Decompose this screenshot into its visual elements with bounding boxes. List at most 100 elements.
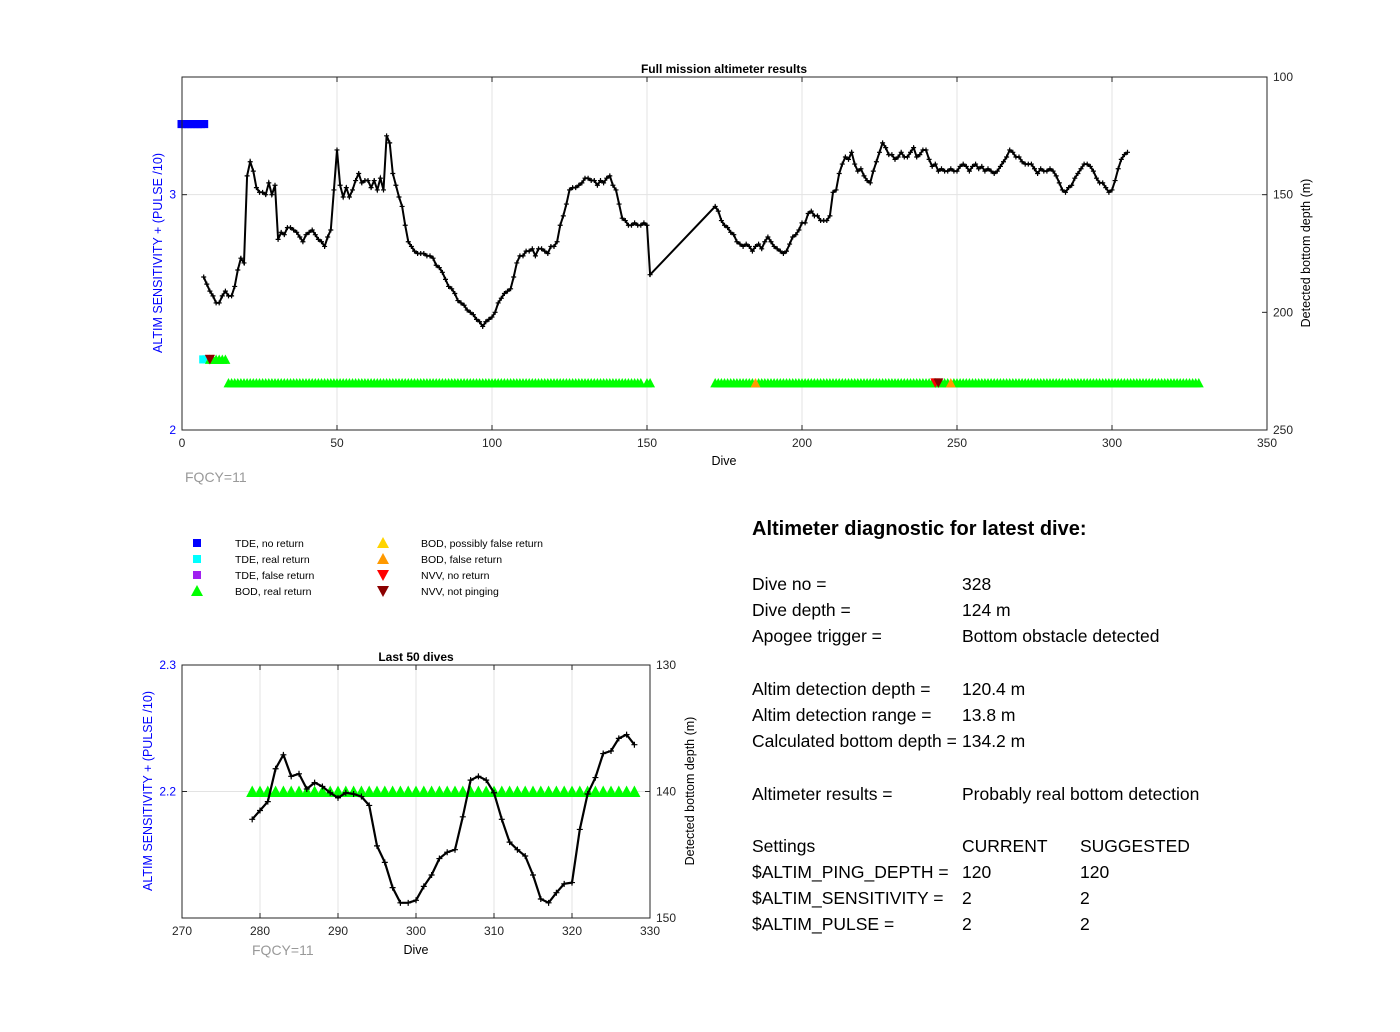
depth-point: [1078, 166, 1084, 172]
depth-point: [483, 777, 490, 784]
depth-point: [436, 855, 443, 862]
depth-point: [244, 173, 250, 179]
marker-triangle-up: [285, 785, 298, 797]
marker-triangle-up: [472, 785, 485, 797]
depth-point: [474, 316, 479, 322]
marker-triangle-up: [645, 377, 656, 388]
depth-point: [1115, 166, 1121, 172]
marker-triangle-up: [402, 785, 415, 797]
depth-point: [542, 248, 548, 254]
depth-point: [241, 260, 247, 266]
depth-point: [1094, 175, 1099, 181]
dive-depth-label: Dive depth =: [752, 600, 851, 621]
depth-point: [1100, 180, 1106, 186]
x-tick-label: 280: [250, 924, 270, 938]
depth-point: [1001, 159, 1006, 165]
depth-point: [600, 750, 607, 757]
x-tick-label: 270: [172, 924, 192, 938]
calc-depth-value: 134.2 m: [962, 731, 1026, 752]
depth-point: [632, 220, 638, 226]
depth-point: [997, 163, 1003, 169]
depth-point: [405, 899, 412, 906]
depth-point: [201, 274, 207, 280]
depth-point: [1059, 187, 1065, 193]
setting-name: $ALTIM_SENSITIVITY =: [752, 888, 944, 909]
depth-point: [529, 246, 535, 252]
depth-point: [923, 147, 929, 153]
depth-point: [836, 170, 842, 176]
depth-point: [393, 182, 399, 188]
depth-point: [508, 286, 514, 292]
main-chart-ylabel-right: Detected bottom depth (m): [1299, 179, 1313, 328]
depth-point: [1090, 168, 1096, 174]
depth-point: [641, 220, 647, 226]
depth-point: [452, 846, 458, 853]
depth-point: [530, 871, 536, 878]
marker-triangle-up: [511, 785, 524, 797]
altim-range-row: Altim detection range = 13.8 m: [752, 702, 1352, 728]
setting-suggested: 120: [1080, 862, 1110, 883]
depth-point: [808, 208, 814, 214]
depth-point: [728, 229, 734, 235]
depth-point: [796, 227, 802, 233]
depth-point: [297, 234, 303, 240]
depth-point: [579, 180, 585, 186]
legend-label-nvv-no-return: NVV, no return: [421, 570, 490, 582]
depth-point: [232, 283, 238, 289]
depth-point: [219, 293, 225, 299]
marker-triangle-up: [1193, 377, 1204, 388]
depth-point: [601, 180, 607, 186]
depth-point: [506, 839, 513, 846]
depth-point: [749, 248, 755, 254]
settings-label: Settings: [752, 835, 816, 856]
depth-point: [260, 189, 266, 195]
depth-point: [585, 175, 591, 181]
marker-triangle-up: [441, 785, 454, 797]
legend: TDE, no return TDE, real return TDE, fal…: [191, 537, 543, 598]
depth-point: [210, 293, 216, 299]
depth-point: [272, 765, 279, 772]
apogee-label: Apogee trigger =: [752, 626, 882, 647]
depth-point: [343, 185, 349, 191]
depth-point: [619, 215, 625, 221]
depth-point: [229, 293, 235, 299]
depth-point: [325, 234, 331, 240]
setting-current: 2: [962, 914, 972, 935]
depth-point: [561, 880, 568, 887]
depth-point: [889, 152, 895, 158]
depth-point: [288, 773, 295, 780]
depth-point: [805, 210, 811, 216]
depth-point: [594, 182, 600, 188]
legend-label-bod-false: BOD, false return: [421, 554, 502, 566]
depth-point: [756, 241, 762, 247]
depth-point: [932, 161, 938, 167]
depth-point: [514, 846, 521, 853]
marker-triangle-up: [480, 785, 493, 797]
depth-point: [222, 288, 228, 294]
depth-point: [486, 316, 492, 322]
depth-point: [312, 232, 318, 238]
marker-triangle-up: [277, 785, 290, 797]
depth-point: [459, 813, 466, 820]
depth-point: [870, 168, 876, 174]
setting-current: 120: [962, 862, 992, 883]
depth-point: [464, 307, 470, 313]
marker-triangle-up: [386, 785, 399, 797]
marker-triangle-up: [292, 785, 306, 797]
depth-point: [994, 168, 1000, 174]
depth-point: [985, 166, 991, 172]
legend-label-tde-real-return: TDE, real return: [235, 554, 310, 566]
depth-point: [396, 194, 402, 200]
depth-point: [631, 741, 638, 748]
depth-point: [623, 731, 630, 738]
depth-point: [269, 192, 275, 198]
y-right-tick-label: 100: [1273, 70, 1293, 84]
altim-range-value: 13.8 m: [962, 704, 1016, 725]
depth-point: [257, 807, 263, 814]
suggested-label: SUGGESTED: [1080, 835, 1190, 856]
calc-depth-label: Calculated bottom depth =: [752, 731, 957, 752]
depth-point: [1072, 175, 1078, 181]
depth-point: [746, 243, 752, 249]
depth-point: [264, 798, 271, 805]
depth-point: [1069, 182, 1075, 188]
